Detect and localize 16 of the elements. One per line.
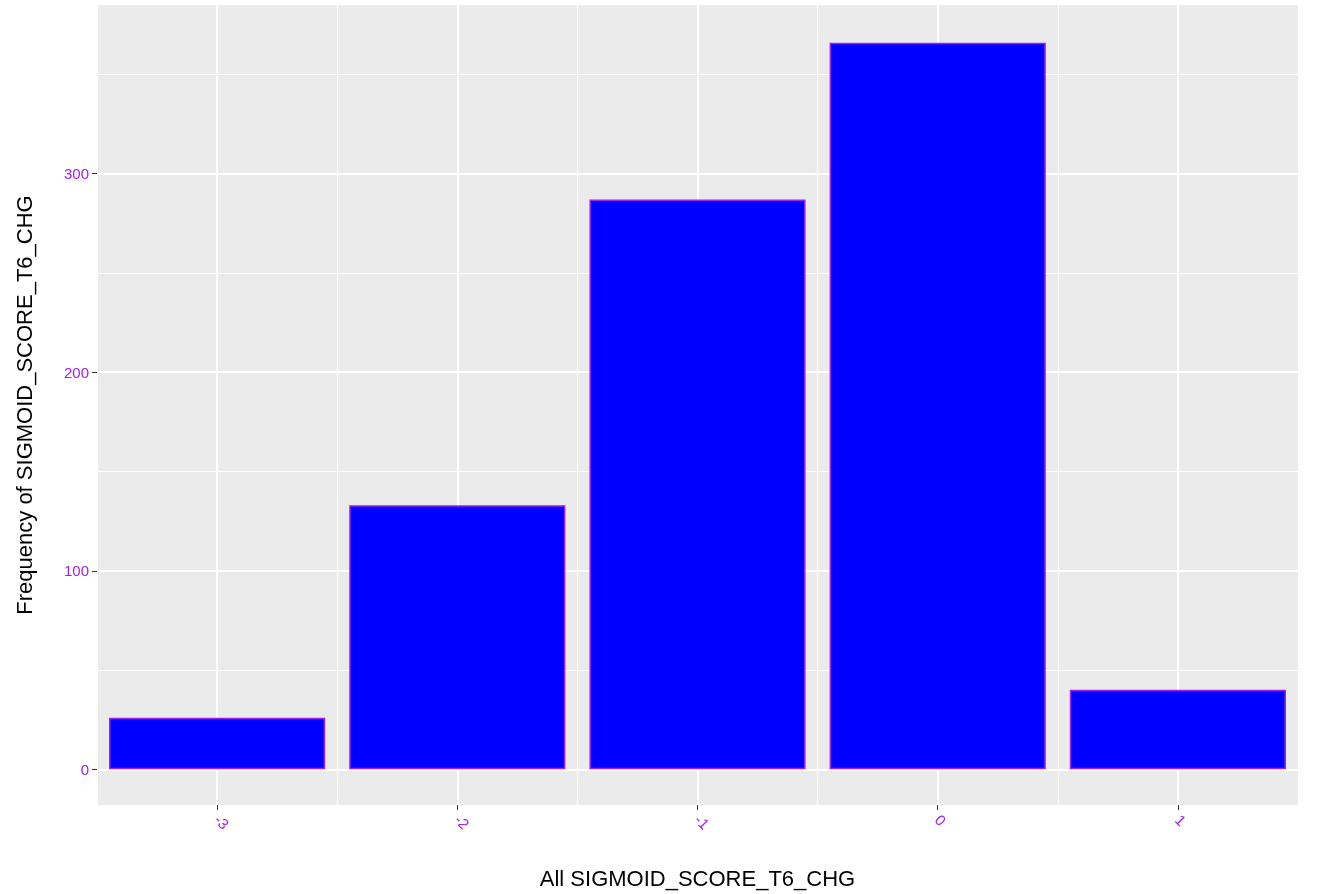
bar: [109, 717, 326, 770]
bar: [829, 42, 1046, 770]
bar: [349, 505, 566, 770]
y-tick-label: 0: [80, 760, 89, 778]
y-tick-label: 100: [63, 562, 89, 580]
x-tick-label: -2: [451, 810, 473, 833]
x-tick-label: -1: [691, 810, 713, 833]
y-tick-label: 300: [63, 165, 89, 183]
x-tick-label: 0: [931, 810, 950, 829]
bar: [589, 199, 806, 770]
y-tick-label: 200: [63, 363, 89, 381]
y-axis-title: Frequency of SIGMOID_SCORE_T6_CHG: [11, 195, 37, 615]
x-axis-title: All SIGMOID_SCORE_T6_CHG: [539, 865, 856, 891]
x-tick-label: 1: [1171, 810, 1190, 829]
bar: [1069, 689, 1286, 770]
x-tick-label: -3: [211, 810, 233, 833]
